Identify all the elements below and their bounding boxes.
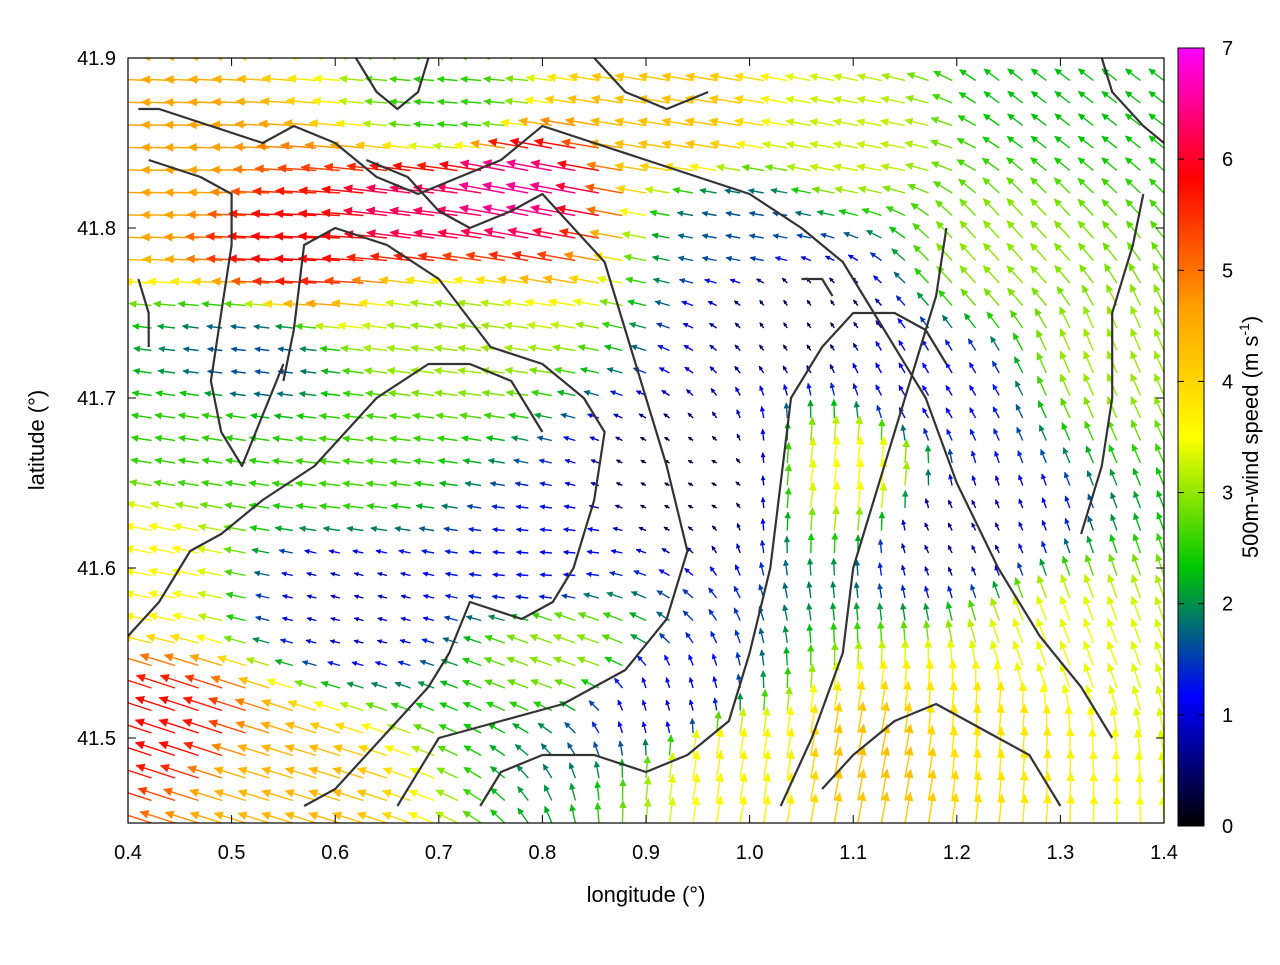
wind-arrow	[101, 523, 128, 530]
wind-arrow	[94, 143, 128, 151]
wind-arrow	[107, 457, 128, 463]
wind-arrow	[570, 51, 599, 59]
wind-arrow	[1055, 46, 1070, 58]
wind-arrow	[639, 50, 670, 58]
wind-arrow	[663, 50, 693, 58]
colorbar	[1178, 48, 1204, 826]
wind-arrow	[103, 501, 128, 508]
colorbar-tick-label: 7	[1222, 38, 1233, 60]
x-tick-label: 0.5	[218, 842, 246, 864]
y-tick-label: 41.9	[77, 48, 116, 70]
colorbar-tick-label: 4	[1222, 371, 1233, 393]
wind-arrow	[89, 764, 128, 778]
wind-arrow	[785, 51, 811, 58]
wind-arrow	[89, 697, 128, 711]
y-tick-label: 41.7	[77, 388, 116, 410]
wind-arrow	[94, 654, 128, 666]
wind-arrow	[809, 51, 834, 58]
x-tick-label: 0.8	[528, 842, 556, 864]
wind-arrow	[686, 50, 716, 58]
wind-arrow	[1078, 46, 1093, 58]
wind-arrow	[934, 48, 952, 58]
wind-arrow	[592, 51, 622, 59]
wind-arrow	[834, 51, 858, 58]
y-tick-label: 41.8	[77, 218, 116, 240]
wind-arrow	[1102, 46, 1117, 58]
wind-arrow	[90, 675, 128, 688]
wind-arrow	[109, 346, 128, 352]
wind-arrow	[108, 323, 128, 329]
colorbar-tick-label: 0	[1222, 816, 1233, 838]
wind-arrow	[105, 301, 128, 308]
x-tick-label: 0.7	[425, 842, 453, 864]
wind-arrow	[101, 590, 128, 598]
wind-arrow	[105, 479, 128, 486]
wind-arrow	[94, 76, 128, 84]
colorbar-tick-label: 2	[1222, 594, 1233, 616]
wind-arrow	[94, 166, 128, 174]
wind-arrow	[1149, 46, 1164, 58]
wind-arrow	[94, 121, 128, 129]
wind-arrow	[90, 787, 128, 801]
wind-arrow	[1126, 46, 1141, 58]
x-tick-label: 0.9	[632, 842, 660, 864]
x-axis-title: longitude (°)	[587, 882, 706, 907]
wind-arrow	[760, 51, 787, 59]
wind-arrow	[960, 47, 976, 58]
wind-arrow	[883, 50, 905, 58]
wind-arrow	[616, 50, 646, 58]
wind-arrow	[99, 634, 128, 643]
wind-arrow	[92, 810, 128, 823]
wind-arrow	[858, 51, 881, 58]
y-axis-title: latitude (°)	[24, 390, 49, 491]
x-tick-label: 1.3	[1046, 842, 1074, 864]
wind-arrow	[100, 278, 128, 286]
colorbar-tick-label: 1	[1222, 705, 1233, 727]
colorbar-tick-label: 5	[1222, 260, 1233, 282]
colorbar-tick-label: 6	[1222, 149, 1233, 171]
colorbar-title-main: 500m-wind speed (m s	[1238, 336, 1263, 559]
wind-arrow	[1031, 46, 1046, 58]
wind-arrow	[108, 413, 128, 419]
wind-arrow	[1008, 46, 1023, 58]
colorbar-tick-label: 3	[1222, 483, 1233, 505]
x-tick-label: 1.1	[839, 842, 867, 864]
y-tick-label: 41.6	[77, 558, 116, 580]
wind-arrow	[711, 50, 741, 58]
x-tick-label: 0.4	[114, 842, 142, 864]
x-tick-label: 0.6	[321, 842, 349, 864]
wind-arrow	[101, 545, 128, 553]
wind-arrow	[984, 47, 999, 58]
x-tick-label: 1.4	[1150, 842, 1178, 864]
colorbar-title-end: )	[1238, 316, 1263, 323]
wind-arrow	[94, 98, 128, 106]
y-tick-label: 41.5	[77, 728, 116, 750]
x-tick-label: 1.0	[736, 842, 764, 864]
x-tick-label: 1.2	[943, 842, 971, 864]
wind-arrow	[101, 613, 128, 621]
colorbar-title-sup: -1	[1236, 323, 1252, 336]
wind-arrow	[108, 435, 128, 441]
wind-arrow	[908, 50, 928, 58]
wind-arrow	[109, 368, 128, 374]
wind-arrow	[97, 256, 128, 264]
wind-arrow	[735, 50, 764, 58]
wind-arrow	[94, 189, 128, 197]
colorbar-title: 500m-wind speed (m s-1)	[1236, 316, 1263, 558]
